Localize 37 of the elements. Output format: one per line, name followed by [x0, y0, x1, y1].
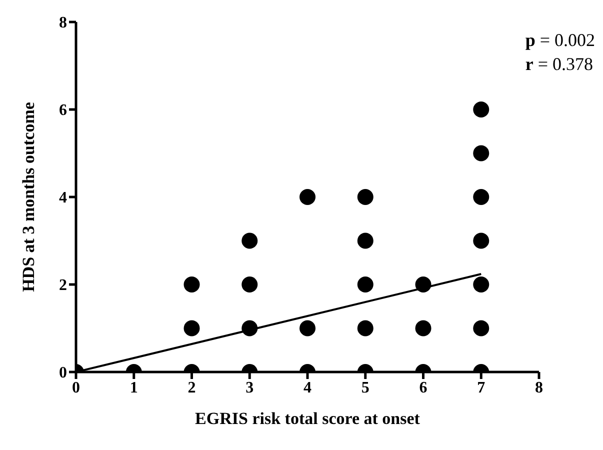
- point: [242, 232, 258, 249]
- point: [357, 276, 374, 292]
- y-tick-label: 6: [59, 102, 67, 120]
- point: [242, 276, 258, 292]
- y-tick-label: 0: [59, 364, 67, 382]
- y-tick-label: 2: [59, 277, 67, 294]
- point: [184, 276, 200, 292]
- x-tick-label: 6: [419, 379, 428, 396]
- point: [415, 276, 432, 292]
- point: [300, 320, 316, 336]
- point: [184, 320, 200, 336]
- annotation: p = 0.002: [525, 29, 595, 52]
- point: [473, 276, 490, 292]
- point: [242, 320, 258, 336]
- x-tick-label: 0: [72, 379, 80, 396]
- point: [415, 320, 432, 336]
- point: [473, 232, 490, 249]
- point: [300, 189, 316, 205]
- x-tick-label: 2: [188, 379, 196, 396]
- annotation: r = 0.378: [525, 53, 594, 76]
- y-tick-label: 4: [59, 190, 67, 207]
- point: [473, 145, 490, 162]
- point: [473, 320, 490, 336]
- point: [473, 189, 490, 205]
- x-tick-label: 1: [130, 379, 138, 396]
- x-tick-label: 3: [246, 379, 254, 396]
- point: [473, 102, 490, 118]
- x-tick-label: 7: [477, 379, 486, 396]
- y-axis-title: HDS at 3 months outcome: [19, 102, 38, 292]
- point: [357, 232, 374, 249]
- x-tick-label: 4: [304, 379, 312, 396]
- point: [357, 189, 374, 205]
- y-tick-label: 8: [59, 14, 67, 32]
- x-tick-label: 8: [535, 379, 543, 396]
- point: [357, 320, 374, 336]
- x-axis-title: EGRIS risk total score at onset: [195, 409, 420, 428]
- x-tick-label: 5: [361, 379, 370, 396]
